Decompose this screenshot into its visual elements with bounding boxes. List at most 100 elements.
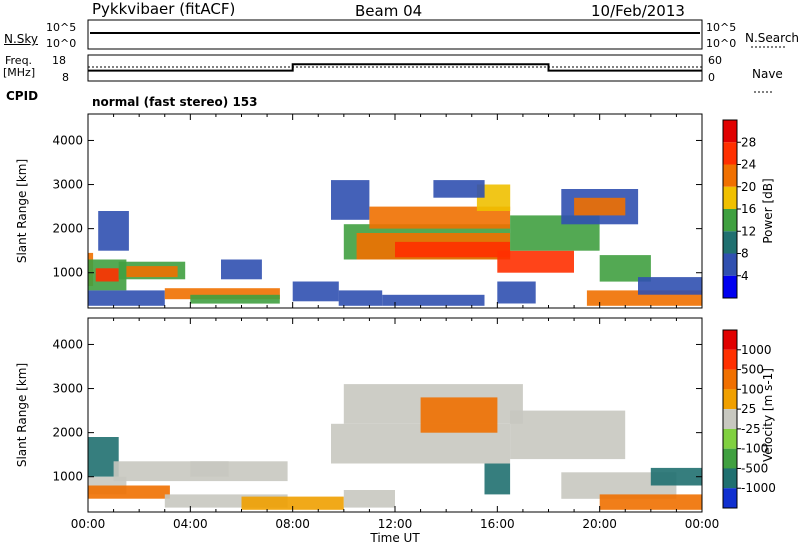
colorbar-segment xyxy=(723,209,737,232)
y-tick-label: 1000 xyxy=(52,470,83,484)
power-data xyxy=(88,180,702,306)
data-region xyxy=(343,490,395,508)
data-region xyxy=(98,211,129,251)
colorbar-segment xyxy=(723,231,737,254)
data-region xyxy=(88,485,170,499)
data-region xyxy=(221,259,262,280)
data-region xyxy=(510,410,626,460)
nave-label: Nave xyxy=(752,67,783,81)
nave-tick-top: 60 xyxy=(708,54,722,67)
colorbar-tick-label: 8 xyxy=(741,247,749,261)
colorbar-segment xyxy=(723,275,737,299)
colorbar-segment xyxy=(723,253,737,276)
data-region xyxy=(497,250,574,273)
time-xlabel: Time UT xyxy=(370,531,420,545)
colorbar-tick-label: 24 xyxy=(741,158,756,172)
x-tick-label: 16:00 xyxy=(480,517,515,531)
colorbar-segment xyxy=(723,330,737,350)
data-region xyxy=(331,180,370,220)
data-region xyxy=(241,496,344,510)
colorbar-tick-label: -1000 xyxy=(741,481,776,495)
power-axis-ticks: 1000 2000 3000 4000 xyxy=(52,114,703,308)
power-panel: 1000 2000 3000 4000 xyxy=(52,113,703,309)
data-region xyxy=(95,268,119,282)
x-tick-label: 08:00 xyxy=(275,517,310,531)
colorbar-segment xyxy=(723,369,737,390)
colorbar-tick-label: -100 xyxy=(741,442,768,456)
x-tick-label: 00:00 xyxy=(71,517,106,531)
nsearch-tick-bottom: 10^0 xyxy=(706,37,737,50)
x-tick-label: 04:00 xyxy=(173,517,208,531)
date-label: 10/Feb/2013 xyxy=(591,2,685,20)
data-region xyxy=(650,467,702,486)
data-region xyxy=(433,180,485,198)
data-region xyxy=(497,281,536,304)
freq-panel xyxy=(87,54,703,82)
velocity-panel: 1000 2000 3000 4000 00:00 04:00 08:00 12:00 16:0… xyxy=(52,317,719,531)
data-region xyxy=(292,281,339,302)
data-region xyxy=(574,197,626,216)
colorbar-segment xyxy=(723,409,737,429)
colorbar-segment xyxy=(723,488,737,508)
velocity-ylabel: Slant Range [km] xyxy=(15,362,29,468)
freq-trace xyxy=(88,63,702,72)
data-region xyxy=(88,437,119,477)
beam-label: Beam 04 xyxy=(355,2,423,20)
colorbar-tick-label: 12 xyxy=(741,224,756,238)
data-region xyxy=(484,463,511,495)
cpid-text: normal (fast stereo) 153 xyxy=(92,95,258,109)
nsearch-tick-top: 10^5 xyxy=(706,21,737,34)
x-tick-label: 20:00 xyxy=(582,517,617,531)
colorbar-frame xyxy=(722,329,738,509)
colorbar-segment xyxy=(723,428,737,449)
x-tick-label: 12:00 xyxy=(378,517,413,531)
colorbar-tick-label: -500 xyxy=(741,461,768,475)
data-region xyxy=(190,461,229,477)
cpid-label: CPID xyxy=(6,89,39,103)
data-region xyxy=(395,241,511,258)
nsky-tick-bottom: 10^0 xyxy=(46,37,77,50)
power-colorbar: 4 8 12 16 20 24 28 xyxy=(722,119,756,299)
data-region xyxy=(638,277,702,295)
freq-tick-top: 18 xyxy=(52,54,66,67)
velocity-data xyxy=(88,384,702,510)
y-tick-label: 2000 xyxy=(52,222,83,236)
colorbar-tick-label: 1000 xyxy=(741,343,772,357)
velocity-colorbar-label: Velocity [m s-1] xyxy=(761,368,775,462)
colorbar-segment xyxy=(723,164,737,187)
colorbar-tick-label: 20 xyxy=(741,180,756,194)
colorbar-segment xyxy=(723,120,737,143)
data-region xyxy=(420,397,498,433)
freq-label: Freq. xyxy=(5,54,33,67)
y-tick-label: 3000 xyxy=(52,178,83,192)
station-title: Pykkvibaer (fitACF) xyxy=(92,0,236,18)
colorbar-tick-label: 100 xyxy=(741,382,764,396)
power-ylabel: Slant Range [km] xyxy=(15,158,29,264)
power-colorbar-label: Power [dB] xyxy=(761,178,775,244)
y-tick-label: 4000 xyxy=(52,337,83,351)
colorbar-segment xyxy=(723,142,737,165)
nave-tick-bottom: 0 xyxy=(708,71,715,84)
data-region xyxy=(369,206,511,229)
colorbar-tick-label: 4 xyxy=(741,269,749,283)
freq-tick-bottom: 8 xyxy=(62,71,69,84)
colorbar-segment xyxy=(723,448,737,469)
data-region xyxy=(126,266,178,278)
y-tick-label: 3000 xyxy=(52,382,83,396)
nsky-label: N.Sky xyxy=(4,32,39,46)
colorbar-tick-label: 16 xyxy=(741,202,756,216)
colorbar-tick-label: 25 xyxy=(741,402,756,416)
colorbar-tick-label: -25 xyxy=(741,422,761,436)
y-tick-label: 1000 xyxy=(52,266,83,280)
velocity-colorbar: 1000 500 100 25 -25 -100 -500 -1000 xyxy=(722,329,776,509)
colorbar-segment xyxy=(723,389,737,410)
data-region xyxy=(88,290,165,306)
colorbar-segment xyxy=(723,186,737,210)
colorbar-tick-label: 500 xyxy=(741,363,764,377)
data-region xyxy=(190,294,280,304)
colorbar-tick-label: 28 xyxy=(741,135,756,149)
data-region xyxy=(382,294,485,306)
data-region xyxy=(164,288,280,300)
y-tick-label: 4000 xyxy=(52,133,83,147)
